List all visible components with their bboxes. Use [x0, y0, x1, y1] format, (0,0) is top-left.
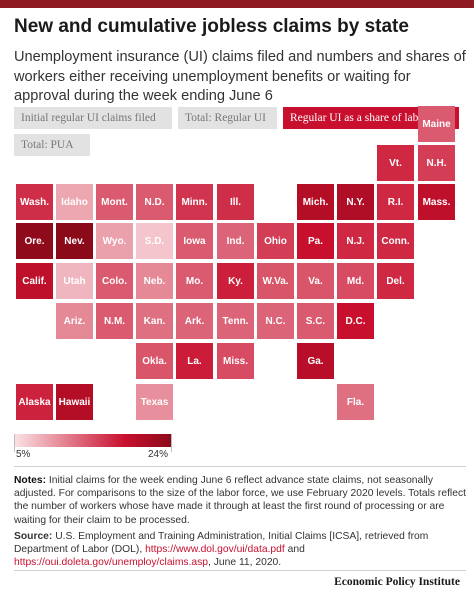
state-tile-ky[interactable]: Ky.	[217, 263, 254, 299]
state-tile-nc[interactable]: N.C.	[257, 303, 294, 339]
state-tile-la[interactable]: La.	[176, 343, 213, 379]
color-scale-bar	[14, 434, 172, 447]
state-tile-wyo[interactable]: Wyo.	[96, 223, 133, 259]
state-tile-mont[interactable]: Mont.	[96, 184, 133, 220]
state-tile-fla[interactable]: Fla.	[337, 384, 374, 420]
state-tile-ill[interactable]: Ill.	[217, 184, 254, 220]
state-tile-hawaii[interactable]: Hawaii	[56, 384, 93, 420]
source-date: , June 11, 2020.	[208, 557, 282, 569]
state-tile-ri[interactable]: R.I.	[377, 184, 414, 220]
state-tile-idaho[interactable]: Idaho	[56, 184, 93, 220]
scale-min-label: 5%	[16, 449, 31, 460]
state-tile-nm[interactable]: N.M.	[96, 303, 133, 339]
state-tile-md[interactable]: Md.	[337, 263, 374, 299]
state-tile-ga[interactable]: Ga.	[297, 343, 334, 379]
notes-label: Notes:	[14, 475, 47, 486]
state-tile-va[interactable]: Va.	[297, 263, 334, 299]
state-tile-dc[interactable]: D.C.	[337, 303, 374, 339]
chart-title: New and cumulative jobless claims by sta…	[14, 16, 409, 37]
state-tile-nj[interactable]: N.J.	[337, 223, 374, 259]
state-tile-minn[interactable]: Minn.	[176, 184, 213, 220]
state-tile-ark[interactable]: Ark.	[176, 303, 213, 339]
state-tile-tenn[interactable]: Tenn.	[217, 303, 254, 339]
state-tile-vt[interactable]: Vt.	[377, 145, 414, 181]
state-tile-wash[interactable]: Wash.	[16, 184, 53, 220]
brand-logo: Economic Policy Institute	[334, 576, 460, 588]
divider	[14, 466, 466, 467]
source-link-oui[interactable]: https://oui.doleta.gov/unemploy/claims.a…	[14, 557, 209, 569]
state-tile-nd[interactable]: N.D.	[136, 184, 173, 220]
source-text: U.S. Employment and Training Administrat…	[14, 531, 429, 556]
brand-bar	[0, 0, 474, 8]
state-tile-del[interactable]: Del.	[377, 263, 414, 299]
state-tile-texas[interactable]: Texas	[136, 384, 173, 420]
state-tile-ohio[interactable]: Ohio	[257, 223, 294, 259]
state-tile-mass[interactable]: Mass.	[418, 184, 455, 220]
toggle-share-button[interactable]: Regular UI as a share of labor force	[283, 107, 459, 129]
state-tile-ind[interactable]: Ind.	[217, 223, 254, 259]
divider-bottom	[14, 570, 466, 571]
state-tile-conn[interactable]: Conn.	[377, 223, 414, 259]
scale-tick-min	[14, 434, 15, 452]
state-tile-ny[interactable]: N.Y.	[337, 184, 374, 220]
toggle-pua-button[interactable]: Total: PUA	[14, 134, 90, 156]
state-tile-sd[interactable]: S.D.	[136, 223, 173, 259]
state-tile-neb[interactable]: Neb.	[136, 263, 173, 299]
state-tile-miss[interactable]: Miss.	[217, 343, 254, 379]
scale-tick-max	[171, 434, 172, 452]
state-tile-mo[interactable]: Mo.	[176, 263, 213, 299]
state-tile-utah[interactable]: Utah	[56, 263, 93, 299]
notes-text: Initial claims for the week ending June …	[14, 475, 466, 526]
toggle-total-regular-button[interactable]: Total: Regular UI	[178, 107, 277, 129]
state-tile-calif[interactable]: Calif.	[16, 263, 53, 299]
state-tile-ore[interactable]: Ore.	[16, 223, 53, 259]
scale-max-label: 24%	[148, 449, 169, 460]
source-link-dol[interactable]: https://www.dol.gov/ui/data.pdf	[145, 544, 285, 556]
state-tile-nev[interactable]: Nev.	[56, 223, 93, 259]
state-tile-sc[interactable]: S.C.	[297, 303, 334, 339]
source-connector: and	[287, 544, 305, 556]
state-tile-colo[interactable]: Colo.	[96, 263, 133, 299]
state-tile-pa[interactable]: Pa.	[297, 223, 334, 259]
state-tile-kan[interactable]: Kan.	[136, 303, 173, 339]
toggle-initial-claims-button[interactable]: Initial regular UI claims filed	[14, 107, 172, 129]
state-tile-wva[interactable]: W.Va.	[257, 263, 294, 299]
state-tile-nh[interactable]: N.H.	[418, 145, 455, 181]
state-tile-alaska[interactable]: Alaska	[16, 384, 53, 420]
state-tile-iowa[interactable]: Iowa	[176, 223, 213, 259]
state-tile-mich[interactable]: Mich.	[297, 184, 334, 220]
state-tile-maine[interactable]: Maine	[418, 106, 455, 142]
source: Source: U.S. Employment and Training Adm…	[14, 530, 469, 570]
state-tile-ariz[interactable]: Ariz.	[56, 303, 93, 339]
state-tile-okla[interactable]: Okla.	[136, 343, 173, 379]
source-label: Source:	[14, 531, 53, 542]
notes: Notes: Initial claims for the week endin…	[14, 474, 469, 527]
chart-subtitle: Unemployment insurance (UI) claims filed…	[14, 49, 466, 104]
